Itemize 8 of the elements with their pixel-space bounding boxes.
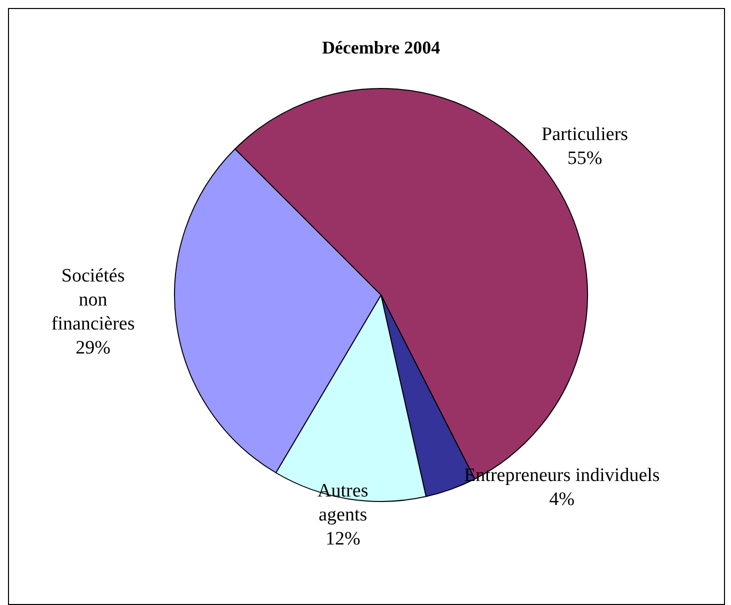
slice-label: Particuliers bbox=[542, 124, 628, 145]
slice-label: Autres agents bbox=[318, 480, 368, 526]
slice-label: Sociétés non financières bbox=[51, 266, 135, 335]
data-label: 29% bbox=[76, 338, 111, 359]
chart-title: Décembre 2004 bbox=[322, 38, 440, 58]
data-label: 12% bbox=[325, 528, 360, 550]
data-label: 55% bbox=[567, 148, 602, 169]
data-label: 4% bbox=[549, 489, 575, 510]
